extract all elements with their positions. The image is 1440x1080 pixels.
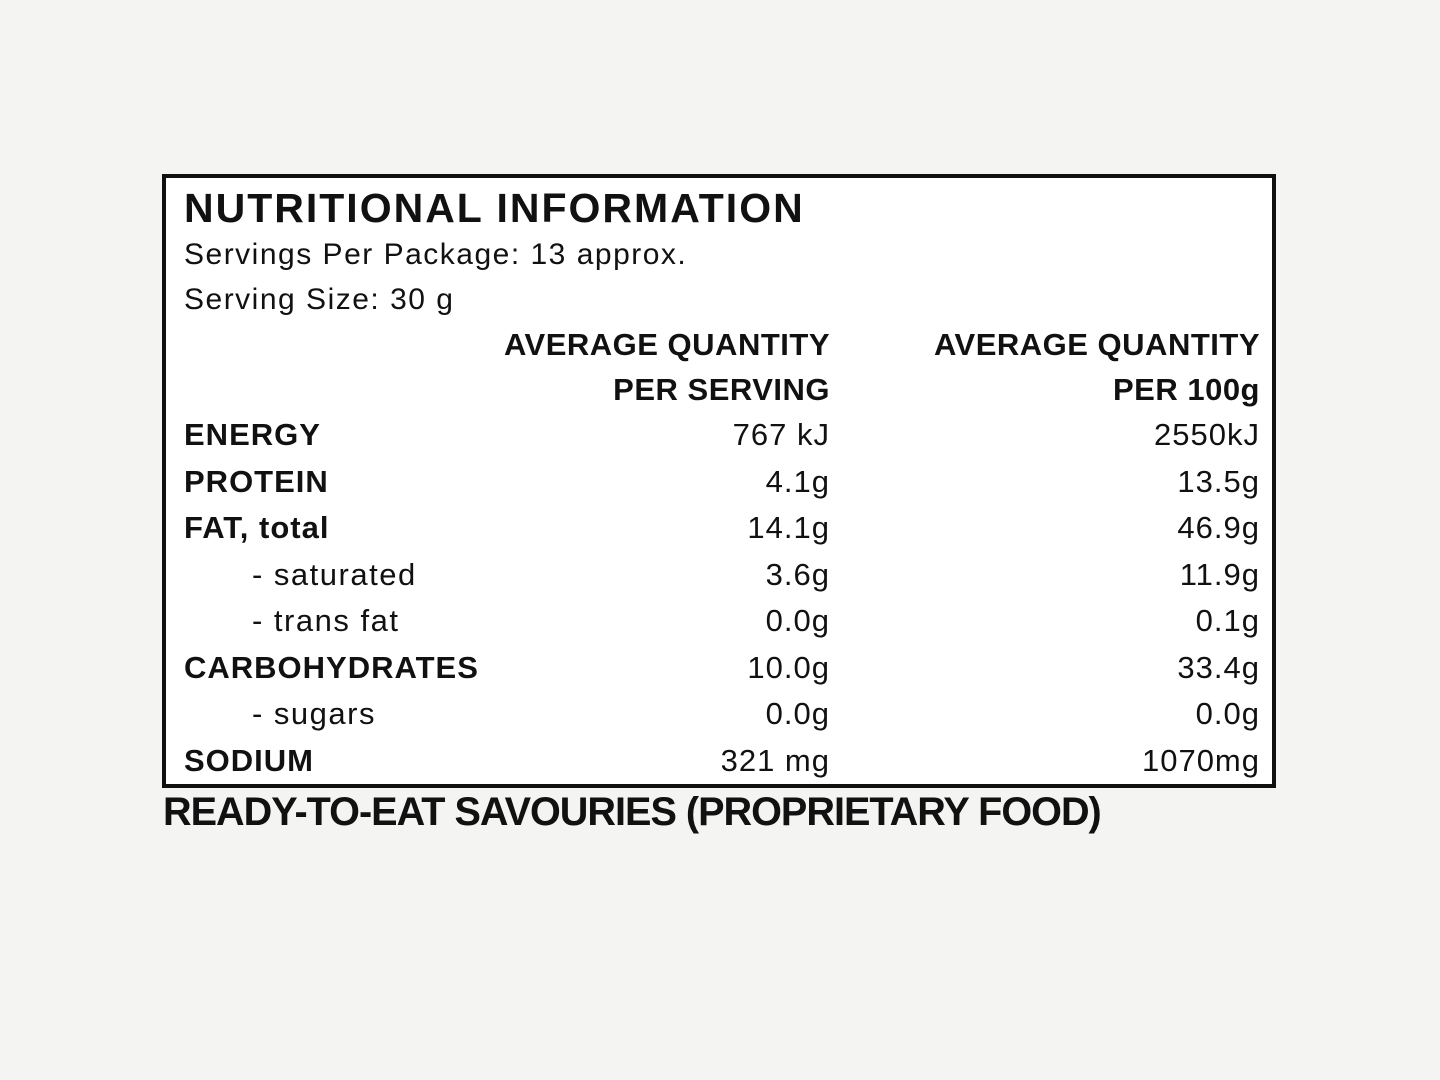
per-serving-header-line2: PER SERVING	[613, 372, 830, 407]
nutrient-name: CARBOHYDRATES	[184, 649, 479, 685]
nutrition-label-panel: NUTRITIONAL INFORMATION Servings Per Pac…	[162, 174, 1276, 788]
product-category-line: READY-TO-EAT SAVOURIES (PROPRIETARY FOOD…	[163, 790, 1102, 834]
nutrient-name: - saturated	[252, 556, 417, 592]
serving-size-line: Serving Size: 30 g	[184, 283, 455, 316]
per-serving-value: 0.0g	[765, 696, 830, 731]
per-100g-value: 1070mg	[1141, 742, 1260, 778]
column-header-row-1: AVERAGE QUANTITY AVERAGE QUANTITY	[184, 322, 1260, 367]
table-row-saturated: - saturated 3.6g 11.9g	[184, 552, 1260, 599]
per-100g-header-line2: PER 100g	[1112, 372, 1260, 407]
nutrition-label-title: NUTRITIONAL INFORMATION	[184, 185, 805, 231]
nutrient-name: ENERGY	[184, 417, 321, 452]
per-serving-value: 767 kJ	[732, 417, 830, 452]
table-row-carbohydrates: CARBOHYDRATES 10.0g 33.4g	[184, 645, 1260, 692]
nutrient-name: PROTEIN	[184, 463, 329, 499]
table-row-energy: ENERGY 767 kJ 2550kJ	[184, 412, 1260, 459]
per-serving-value: 10.0g	[747, 649, 830, 685]
per-100g-value: 11.9g	[1179, 556, 1260, 592]
per-100g-value: 2550kJ	[1154, 417, 1260, 452]
column-header-row-2: PER SERVING PER 100g	[184, 367, 1260, 412]
nutrient-name: FAT, total	[184, 510, 330, 545]
table-row-protein: PROTEIN 4.1g 13.5g	[184, 459, 1260, 506]
servings-per-package-line: Servings Per Package: 13 approx.	[184, 238, 688, 271]
nutrient-name: SODIUM	[184, 742, 314, 778]
table-row-fat-total: FAT, total 14.1g 46.9g	[184, 505, 1260, 552]
nutrient-name: - sugars	[252, 696, 376, 731]
per-serving-value: 0.0g	[765, 603, 830, 638]
per-100g-value: 13.5g	[1177, 463, 1260, 499]
per-serving-header-line1: AVERAGE QUANTITY	[503, 327, 830, 362]
per-serving-value: 14.1g	[747, 510, 830, 545]
per-100g-value: 0.0g	[1195, 696, 1260, 731]
per-100g-value: 46.9g	[1177, 510, 1260, 545]
per-serving-value: 3.6g	[765, 556, 830, 592]
per-serving-value: 321 mg	[720, 742, 830, 778]
table-row-trans-fat: - trans fat 0.0g 0.1g	[184, 598, 1260, 645]
table-row-sugars: - sugars 0.0g 0.0g	[184, 691, 1260, 738]
per-100g-value: 33.4g	[1177, 649, 1260, 685]
per-100g-value: 0.1g	[1195, 603, 1260, 638]
per-serving-value: 4.1g	[765, 463, 830, 499]
per-100g-header-line1: AVERAGE QUANTITY	[933, 327, 1260, 362]
nutrient-name: - trans fat	[252, 603, 400, 638]
table-row-sodium: SODIUM 321 mg 1070mg	[184, 738, 1260, 785]
